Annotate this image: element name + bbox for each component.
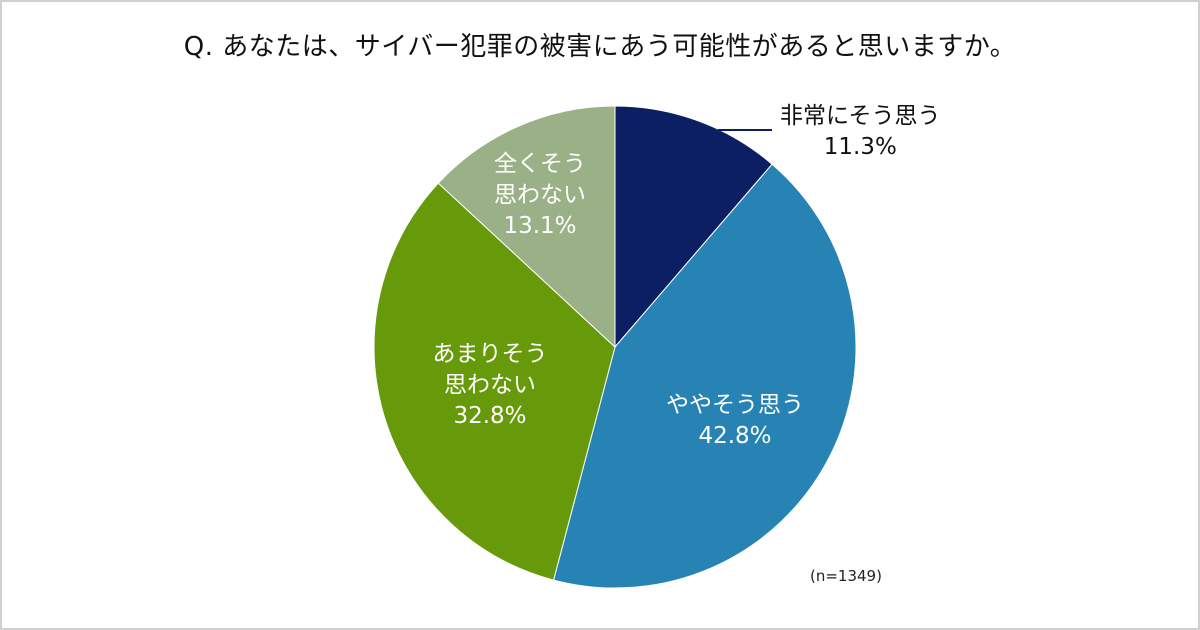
label-not-much: あまりそう 思わない 32.8% <box>415 339 565 432</box>
label-not-at-all-pct: 13.1% <box>503 213 577 239</box>
label-not-at-all-text-2: 思わない <box>494 182 586 208</box>
slice-somewhat <box>552 163 857 589</box>
label-very-much: 非常にそう思う 11.3% <box>780 101 941 163</box>
label-somewhat-pct: 42.8% <box>698 423 772 449</box>
label-not-at-all: 全くそう 思わない 13.1% <box>475 149 605 242</box>
label-not-at-all-text-1: 全くそう <box>494 151 586 177</box>
slice-very-much <box>614 105 773 349</box>
label-not-much-pct: 32.8% <box>453 403 527 429</box>
slice-not-at-all <box>437 105 616 349</box>
label-very-much-text: 非常にそう思う <box>780 103 941 129</box>
label-very-much-pct: 11.3% <box>823 134 897 160</box>
label-somewhat-text: ややそう思う <box>666 392 804 418</box>
label-not-much-text-1: あまりそう <box>432 341 548 367</box>
label-somewhat: ややそう思う 42.8% <box>640 390 830 452</box>
sample-size-note: (n=1349) <box>810 567 882 585</box>
chart-title: Q. あなたは、サイバー犯罪の被害にあう可能性があると思いますか。 <box>183 32 1017 62</box>
slice-not-much <box>373 182 616 581</box>
label-not-much-text-2: 思わない <box>444 372 536 398</box>
